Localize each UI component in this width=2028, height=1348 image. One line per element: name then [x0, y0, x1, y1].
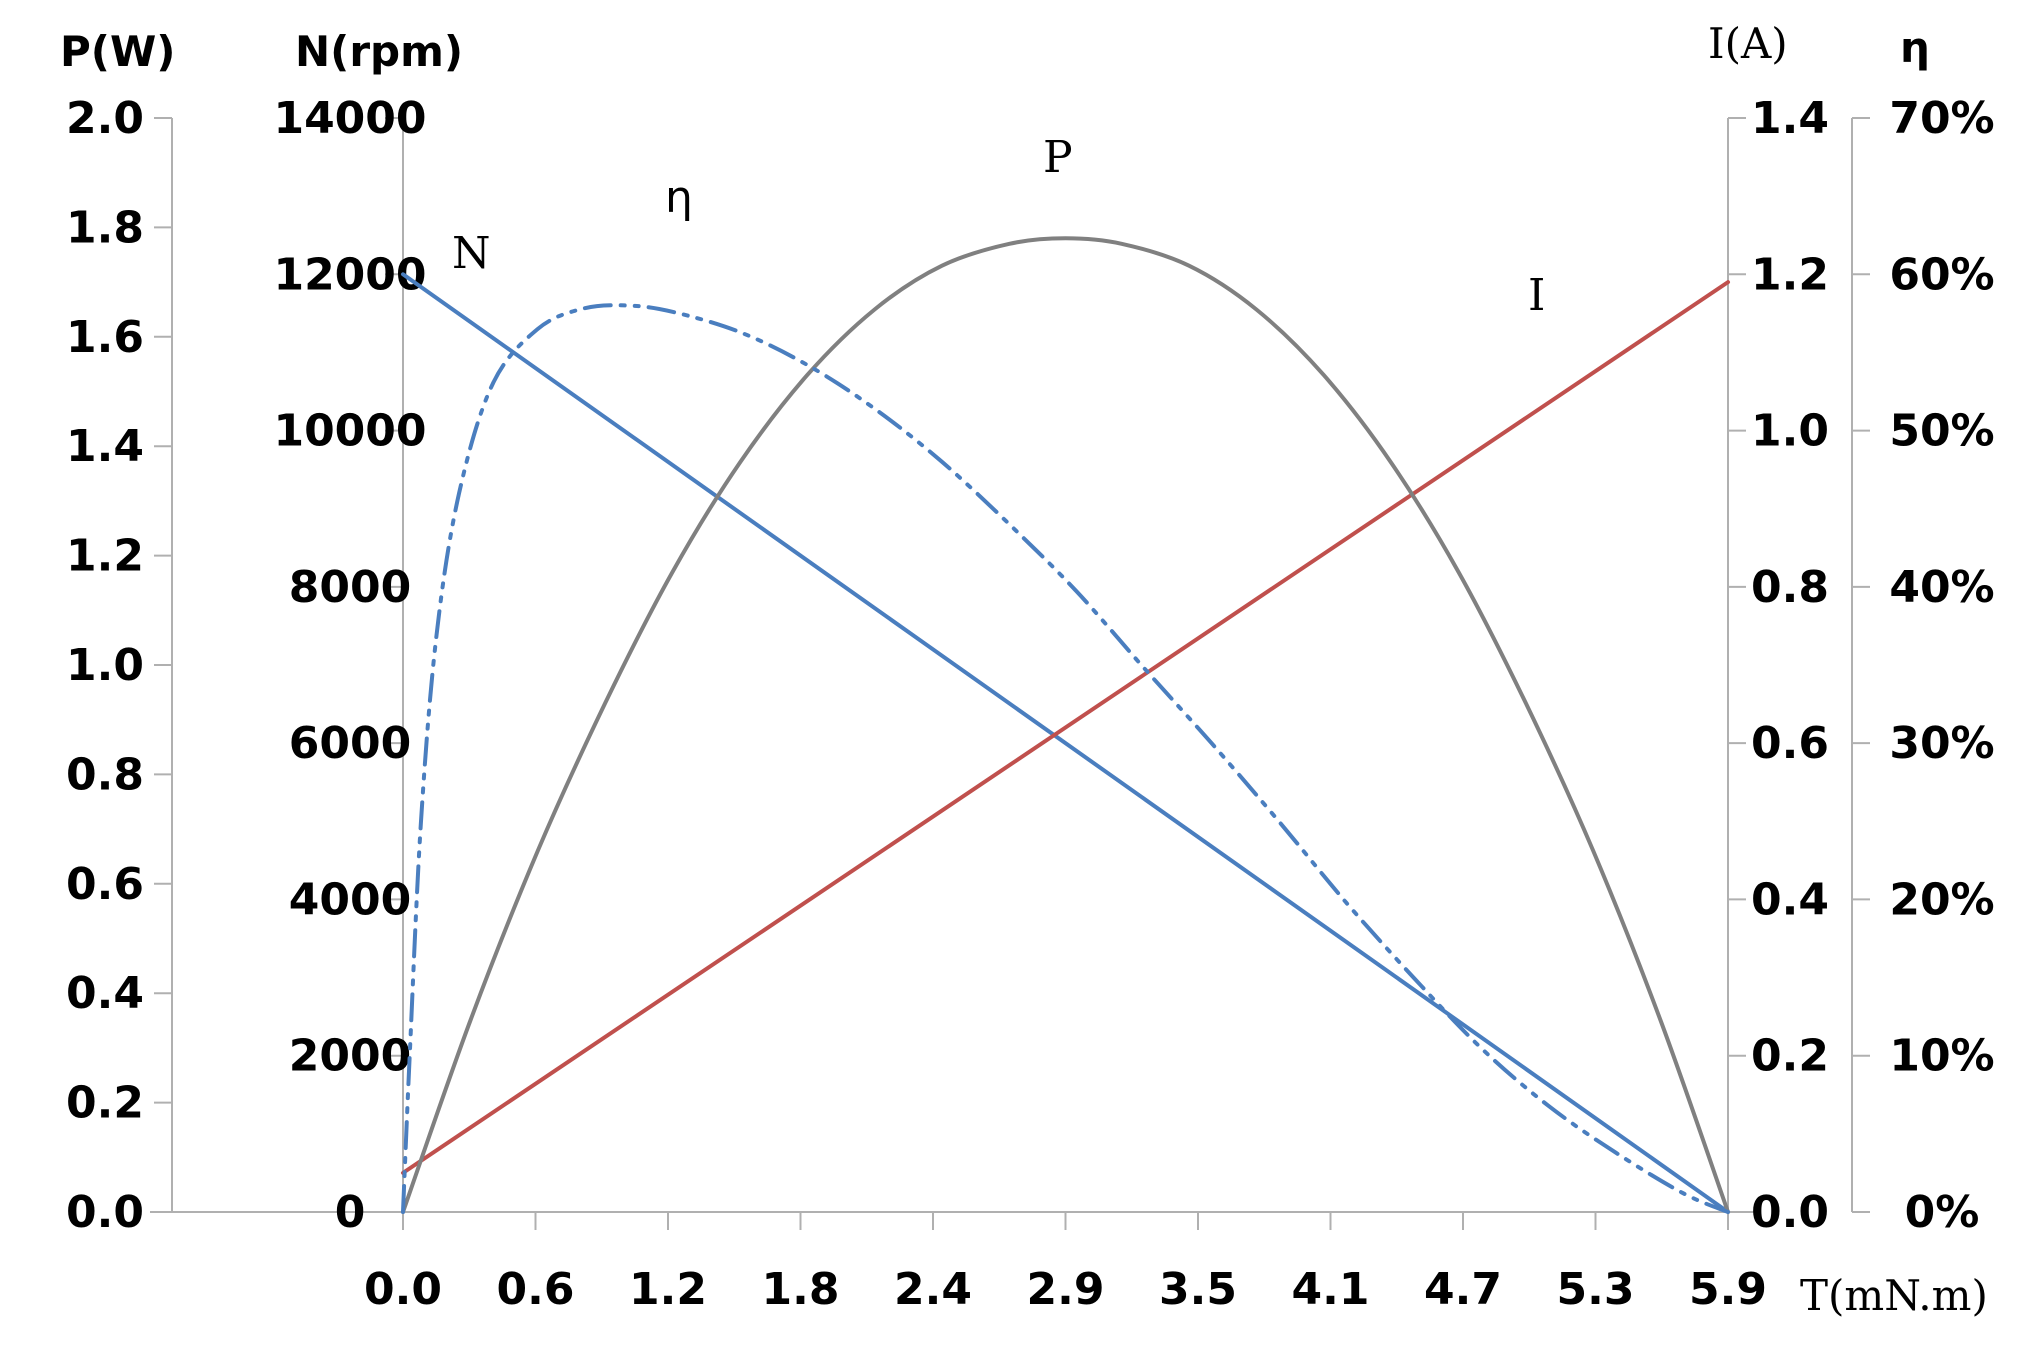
- speed-tick-label: 6000: [289, 718, 411, 769]
- power-tick-label: 0.8: [66, 749, 144, 800]
- x-tick-label: 1.2: [629, 1264, 707, 1315]
- efficiency-tick-label: 20%: [1889, 874, 1994, 925]
- series-line-power: [401, 236, 1730, 1214]
- series-line-current: [401, 280, 1730, 1175]
- power-tick-label: 1.8: [66, 202, 144, 253]
- current-tick-label: 0.4: [1751, 874, 1829, 925]
- power-tick-label: 1.2: [66, 531, 144, 582]
- power-tick-label: 2.0: [66, 93, 144, 144]
- annotation-n: N: [452, 228, 491, 279]
- current-axis-title: I(A): [1708, 19, 1788, 68]
- power-tick-label: 1.0: [66, 640, 144, 691]
- power-tick-label: 0.2: [66, 1078, 144, 1129]
- efficiency-tick-label: 30%: [1889, 718, 1994, 769]
- annotation-i: I: [1528, 270, 1545, 321]
- speed-tick-label: 8000: [289, 562, 411, 613]
- power-axis-title: P(W): [60, 27, 176, 76]
- x-tick-label: 4.1: [1292, 1264, 1370, 1315]
- power-tick-label: 0.6: [66, 859, 144, 910]
- speed-tick-label: 2000: [289, 1031, 411, 1082]
- current-tick-label: 0.2: [1751, 1031, 1829, 1082]
- current-tick-label: 1.4: [1751, 93, 1829, 144]
- power-tick-label: 0.0: [66, 1187, 144, 1238]
- current-tick-label: 0.8: [1751, 562, 1829, 613]
- efficiency-tick-label: 70%: [1889, 93, 1994, 144]
- efficiency-tick-label: 40%: [1889, 562, 1994, 613]
- current-tick-label: 0.0: [1751, 1187, 1829, 1238]
- speed-tick-label: 14000: [273, 93, 426, 144]
- power-tick-label: 1.6: [66, 312, 144, 363]
- x-axis-title: T(mN.m): [1800, 1271, 1988, 1320]
- x-tick-label: 2.4: [894, 1264, 972, 1315]
- x-tick-label: 5.9: [1689, 1264, 1767, 1315]
- speed-tick-label: 12000: [273, 249, 426, 300]
- x-tick-label: 4.7: [1424, 1264, 1502, 1315]
- speed-tick-label: 4000: [289, 874, 411, 925]
- speed-tick-label: 10000: [273, 406, 426, 457]
- speed-axis-title: N(rpm): [295, 27, 463, 76]
- efficiency-tick-label: 0%: [1905, 1187, 1980, 1238]
- x-tick-label: 3.5: [1159, 1264, 1237, 1315]
- current-tick-label: 1.2: [1751, 249, 1829, 300]
- x-tick-label: 2.9: [1027, 1264, 1105, 1315]
- x-tick-label: 0.6: [497, 1264, 575, 1315]
- efficiency-tick-label: 60%: [1889, 249, 1994, 300]
- annotation-eta: η: [665, 172, 693, 223]
- series-line-speed: [401, 272, 1730, 1214]
- power-tick-label: 0.4: [66, 968, 144, 1019]
- efficiency-axis-title: η: [1900, 23, 1930, 72]
- x-tick-label: 5.3: [1557, 1264, 1635, 1315]
- efficiency-tick-label: 50%: [1889, 406, 1994, 457]
- series-line-efficiency: [401, 303, 1730, 1214]
- current-tick-label: 1.0: [1751, 406, 1829, 457]
- annotation-p: P: [1043, 132, 1073, 183]
- power-tick-label: 1.4: [66, 421, 144, 472]
- efficiency-tick-label: 10%: [1889, 1031, 1994, 1082]
- x-tick-label: 0.0: [364, 1264, 442, 1315]
- x-tick-label: 1.8: [762, 1264, 840, 1315]
- current-tick-label: 0.6: [1751, 718, 1829, 769]
- speed-tick-label: 0: [335, 1187, 366, 1238]
